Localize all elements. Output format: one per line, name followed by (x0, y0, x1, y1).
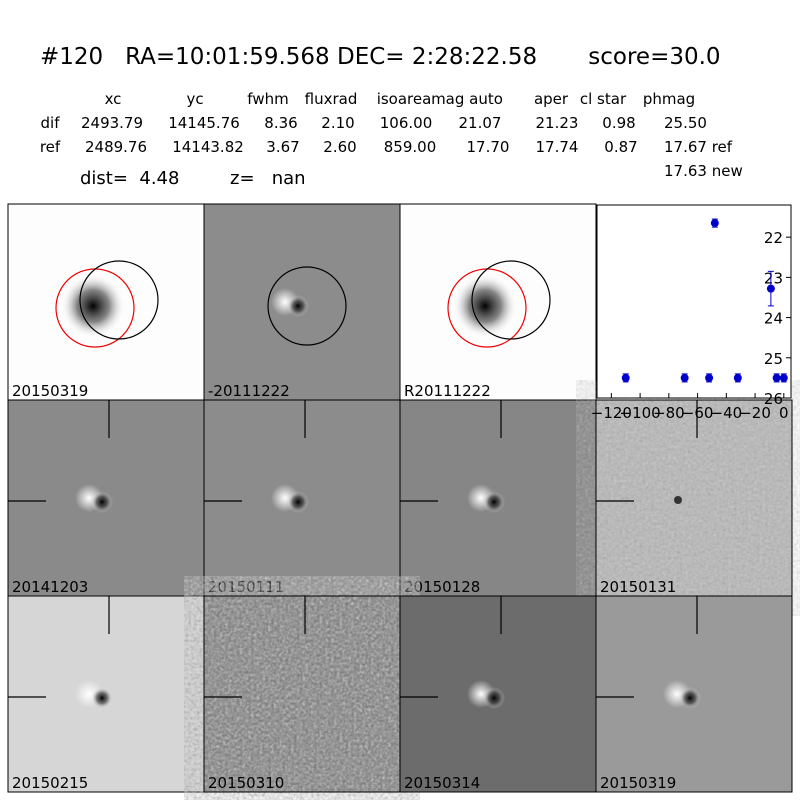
point (772, 373, 781, 382)
dark-lobe (679, 687, 701, 709)
title: #120 RA=10:01:59.568 DEC= 2:28:22.58 sco… (40, 44, 721, 70)
panel-label: 20150319 (12, 382, 88, 400)
y-tick-label: 26 (764, 390, 783, 408)
y-tick-label: 23 (764, 269, 783, 287)
panel-grid: 20150319 -20111222 R20111222 20141203 201501… (7, 203, 793, 793)
image-panel: 20150111 (203, 399, 401, 597)
x-tick-label: −80 (653, 404, 685, 422)
panel-label: 20150111 (208, 578, 284, 596)
column-header: xc (105, 90, 122, 108)
x-tick-label: −60 (682, 404, 714, 422)
cell: 859.00 (384, 138, 437, 156)
x-tick-label: −120 (591, 404, 632, 422)
y-tick-label: 22 (764, 229, 783, 247)
column-header: cl star (580, 90, 627, 108)
point (779, 373, 788, 382)
image-panel: 20150131 (595, 399, 793, 597)
row-label: ref (40, 138, 61, 156)
cell: 3.67 (266, 138, 299, 156)
cell: 25.50 (664, 114, 707, 132)
cell: 14145.76 (168, 114, 240, 132)
black-circle (471, 260, 551, 340)
column-header: aper (534, 90, 569, 108)
cell: 2493.79 (81, 114, 143, 132)
black-circle (79, 260, 159, 340)
cell: 21.07 (459, 114, 502, 132)
point (733, 373, 742, 382)
image-panel: 20150314 (399, 595, 597, 793)
cell: 17.70 (467, 138, 510, 156)
panel-label: R20111222 (404, 382, 491, 400)
x-tick-label: −100 (620, 404, 661, 422)
row-label: dif (41, 114, 61, 132)
panel-label: -20111222 (208, 382, 290, 400)
dist: dist= 4.48 (80, 168, 179, 189)
column-header: yc (186, 90, 203, 108)
panel-label: 20150314 (404, 774, 480, 792)
image-panel: 20150310 (203, 595, 401, 793)
point (766, 284, 775, 293)
dark-lobe (287, 295, 309, 317)
cell: 14143.82 (172, 138, 244, 156)
dark-lobe (91, 687, 113, 709)
cell: 0.87 (604, 138, 637, 156)
point (621, 373, 630, 382)
dark-lobe (287, 491, 309, 513)
noise (204, 596, 400, 792)
image-panel: 20150319 (7, 203, 205, 401)
point (680, 373, 689, 382)
source (453, 274, 517, 338)
column-header: isoarea (377, 90, 432, 108)
x-tick-label: 0 (779, 404, 789, 422)
dark-spot (674, 496, 682, 504)
phmag-new: 17.63 new (664, 162, 743, 180)
panel-label: 20150319 (600, 774, 676, 792)
image-panel: R20111222 (399, 203, 597, 401)
cell: 17.67 ref (664, 138, 733, 156)
column-header: fluxrad (305, 90, 358, 108)
dark-lobe (483, 491, 505, 513)
x-tick-label: −40 (711, 404, 743, 422)
cell: 2.10 (321, 114, 354, 132)
panel-label: 20150310 (208, 774, 284, 792)
cell: 8.36 (264, 114, 297, 132)
y-tick-label: 25 (764, 350, 783, 368)
point (710, 219, 719, 228)
dark-lobe (91, 491, 113, 513)
cell: 0.98 (602, 114, 635, 132)
cell: 21.23 (536, 114, 579, 132)
source (61, 274, 125, 338)
column-header: fwhm (247, 90, 288, 108)
panel-border (595, 595, 793, 793)
cell: 2.60 (323, 138, 356, 156)
image-panel: 20150128 (399, 399, 597, 597)
column-header: mag auto (431, 90, 503, 108)
point (705, 373, 714, 382)
plot-area (596, 204, 792, 399)
panel-label: 20150128 (404, 578, 480, 596)
y-tick-label: 24 (764, 310, 783, 328)
panel-label: 20150131 (600, 578, 676, 596)
image-panel: 20150319 (595, 595, 793, 793)
column-header: phmag (643, 90, 695, 108)
noise (596, 400, 792, 596)
cell: 106.00 (380, 114, 433, 132)
image-panel: 20141203 (7, 399, 205, 597)
image-panel: -20111222 (203, 203, 401, 401)
cell: 17.74 (536, 138, 579, 156)
redshift: z= nan (230, 168, 306, 189)
x-tick-label: −20 (739, 404, 771, 422)
black-circle (267, 266, 347, 346)
panel-label: 20150215 (12, 774, 88, 792)
lightcurve: 22 23 24 25 26 −120−100−80−60−40−20 0 (591, 204, 792, 422)
cell: 2489.76 (85, 138, 147, 156)
image-panel: 20150215 (7, 595, 205, 793)
dark-lobe (483, 687, 505, 709)
panel-label: 20141203 (12, 578, 88, 596)
